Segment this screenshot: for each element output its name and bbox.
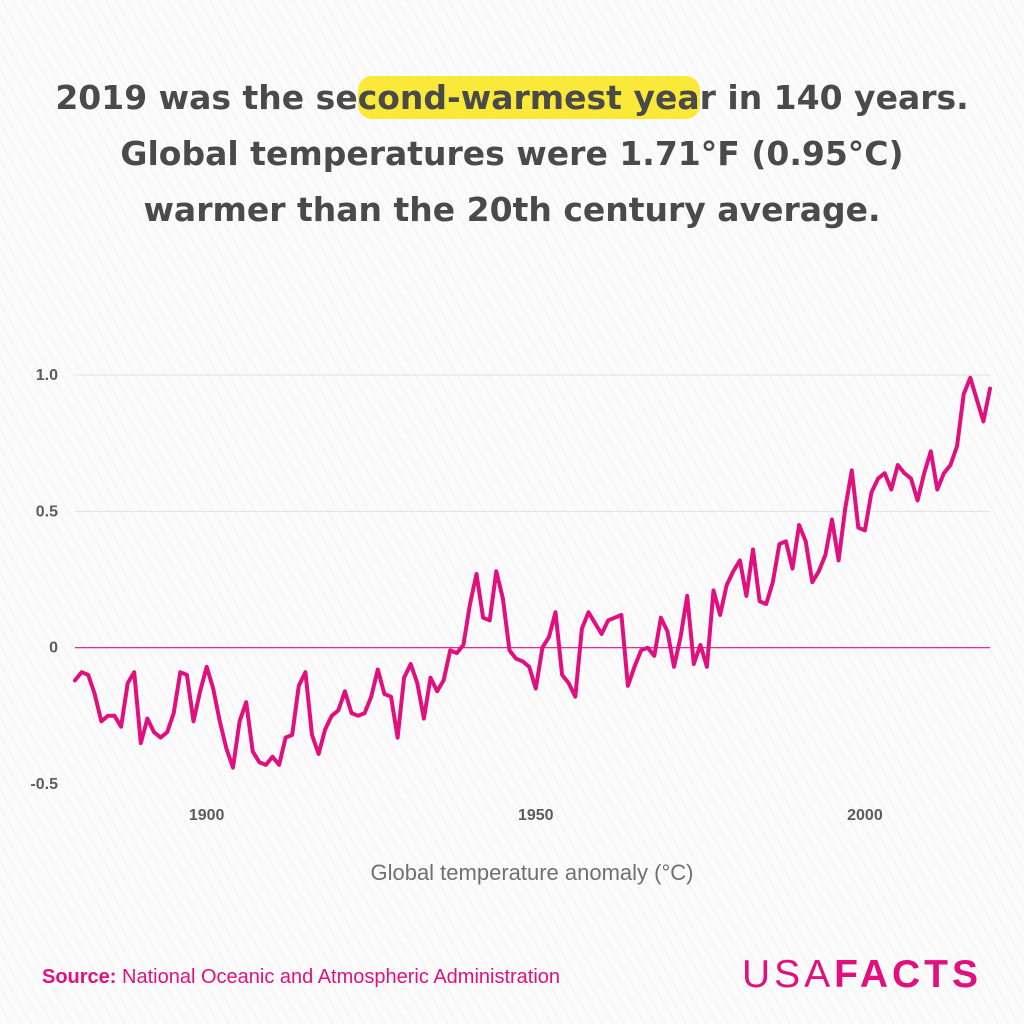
y-tick-label: 1.0 — [36, 367, 58, 384]
headline-line-1-end: r in 140 years. — [699, 78, 969, 117]
headline-line-1-start: 2019 was the se — [55, 78, 358, 117]
x-tick-label: 1900 — [189, 807, 225, 824]
source-text: National Oceanic and Atmospheric Adminis… — [122, 966, 561, 988]
y-tick-label: -0.5 — [30, 776, 58, 793]
headline-line-3: warmer than the 20th century average. — [143, 190, 881, 229]
logo-bold-text: FACTS — [834, 953, 982, 996]
y-tick-label: 0.5 — [36, 503, 58, 520]
x-axis-label: Global temperature anomaly (°C) — [370, 860, 694, 885]
usafacts-logo: USAFACTS — [742, 953, 982, 997]
headline-line-1: 2019 was the second-warmest year in 140 … — [0, 70, 1024, 126]
headline: 2019 was the second-warmest year in 140 … — [0, 70, 1024, 238]
x-tick-label: 1950 — [518, 807, 554, 824]
x-tick-label: 2000 — [847, 807, 883, 824]
y-tick-label: 0 — [49, 640, 58, 657]
headline-highlight: cond-warmest yea — [357, 76, 700, 119]
temperature-anomaly-line — [73, 375, 992, 770]
source-label: Source: — [42, 966, 117, 988]
headline-line-2: Global temperatures were 1.71°F (0.95°C) — [120, 134, 904, 173]
logo-light-text: USA — [741, 953, 835, 996]
source-note: Source: National Oceanic and Atmospheric… — [42, 966, 560, 989]
